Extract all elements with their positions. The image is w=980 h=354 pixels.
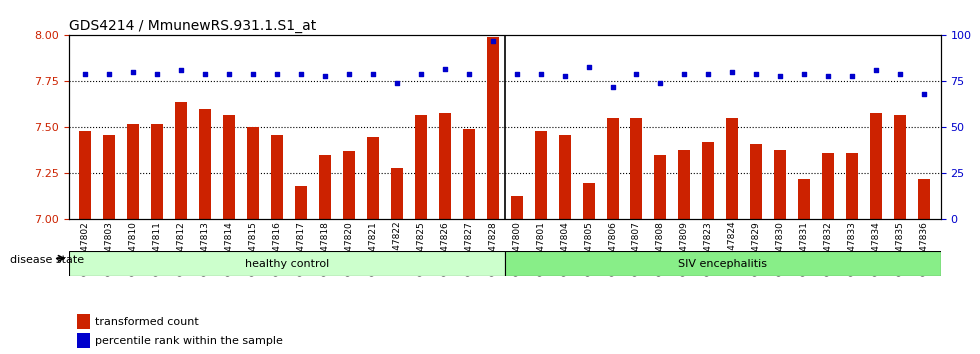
FancyBboxPatch shape xyxy=(505,251,941,276)
Bar xyxy=(439,113,451,219)
Point xyxy=(197,71,213,77)
Point xyxy=(149,71,165,77)
Bar xyxy=(535,131,547,219)
Text: healthy control: healthy control xyxy=(245,259,328,269)
Point xyxy=(485,38,501,44)
Point xyxy=(221,71,237,77)
Bar xyxy=(894,115,906,219)
Point xyxy=(892,71,907,77)
Bar xyxy=(630,118,643,219)
Bar xyxy=(295,186,307,219)
Bar xyxy=(175,102,187,219)
Text: disease state: disease state xyxy=(10,255,84,265)
Bar xyxy=(751,144,762,219)
Bar xyxy=(774,149,786,219)
Point xyxy=(581,64,597,69)
Bar xyxy=(678,149,690,219)
Point xyxy=(270,71,285,77)
Bar xyxy=(559,135,570,219)
Bar xyxy=(103,135,116,219)
Text: percentile rank within the sample: percentile rank within the sample xyxy=(95,336,282,346)
Text: SIV encephalitis: SIV encephalitis xyxy=(678,259,767,269)
Point xyxy=(845,73,860,79)
Bar xyxy=(799,179,810,219)
Point xyxy=(461,71,476,77)
Bar xyxy=(223,115,235,219)
FancyBboxPatch shape xyxy=(69,251,505,276)
Bar xyxy=(77,314,90,329)
Bar xyxy=(319,155,331,219)
Bar xyxy=(846,153,858,219)
Point xyxy=(509,71,524,77)
Bar xyxy=(726,118,738,219)
Bar xyxy=(151,124,164,219)
Bar xyxy=(79,131,91,219)
Bar xyxy=(870,113,882,219)
Point xyxy=(628,71,644,77)
Bar xyxy=(127,124,139,219)
Point xyxy=(533,71,549,77)
Bar xyxy=(487,37,499,219)
Point xyxy=(916,91,932,97)
Point xyxy=(102,71,118,77)
Point xyxy=(437,66,453,72)
Point xyxy=(772,73,788,79)
Text: GDS4214 / MmunewRS.931.1.S1_at: GDS4214 / MmunewRS.931.1.S1_at xyxy=(69,19,316,33)
Point xyxy=(389,80,405,86)
Point xyxy=(605,84,620,90)
Bar xyxy=(607,118,618,219)
Text: transformed count: transformed count xyxy=(95,317,199,327)
Point xyxy=(749,71,764,77)
Bar xyxy=(918,179,930,219)
Point xyxy=(341,71,357,77)
Point xyxy=(173,68,189,73)
Point xyxy=(413,71,428,77)
Point xyxy=(797,71,812,77)
Point xyxy=(245,71,261,77)
Point xyxy=(676,71,692,77)
Point xyxy=(318,73,333,79)
Point xyxy=(125,69,141,75)
Bar xyxy=(199,109,211,219)
Point xyxy=(366,71,381,77)
Point xyxy=(293,71,309,77)
Bar xyxy=(367,137,379,219)
Bar xyxy=(703,142,714,219)
Point xyxy=(701,71,716,77)
Bar xyxy=(655,155,666,219)
Bar xyxy=(415,115,427,219)
Bar xyxy=(77,333,90,348)
Point xyxy=(868,68,884,73)
Bar xyxy=(463,129,474,219)
Point xyxy=(77,71,93,77)
Bar xyxy=(822,153,834,219)
Point xyxy=(557,73,572,79)
Bar xyxy=(271,135,283,219)
Bar xyxy=(391,168,403,219)
Bar xyxy=(511,195,522,219)
Point xyxy=(820,73,836,79)
Bar xyxy=(343,152,355,219)
Bar xyxy=(582,183,595,219)
Point xyxy=(653,80,668,86)
Bar xyxy=(247,127,259,219)
Point xyxy=(724,69,740,75)
